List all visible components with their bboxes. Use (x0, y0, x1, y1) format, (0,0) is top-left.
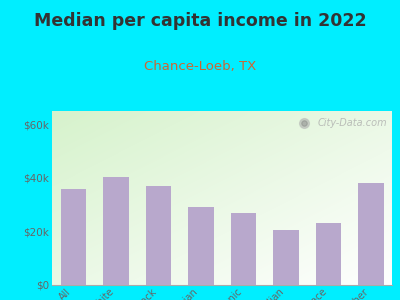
Bar (103, 177, 128, 285)
Bar (316, 224, 341, 285)
Text: City-Data.com: City-Data.com (317, 118, 387, 128)
Bar (230, 213, 256, 285)
Bar (358, 183, 384, 285)
Bar (188, 207, 214, 285)
Bar (273, 230, 298, 285)
Text: Median per capita income in 2022: Median per capita income in 2022 (34, 12, 366, 30)
Text: Chance-Loeb, TX: Chance-Loeb, TX (144, 60, 256, 73)
Bar (60, 189, 86, 285)
Bar (146, 186, 171, 285)
